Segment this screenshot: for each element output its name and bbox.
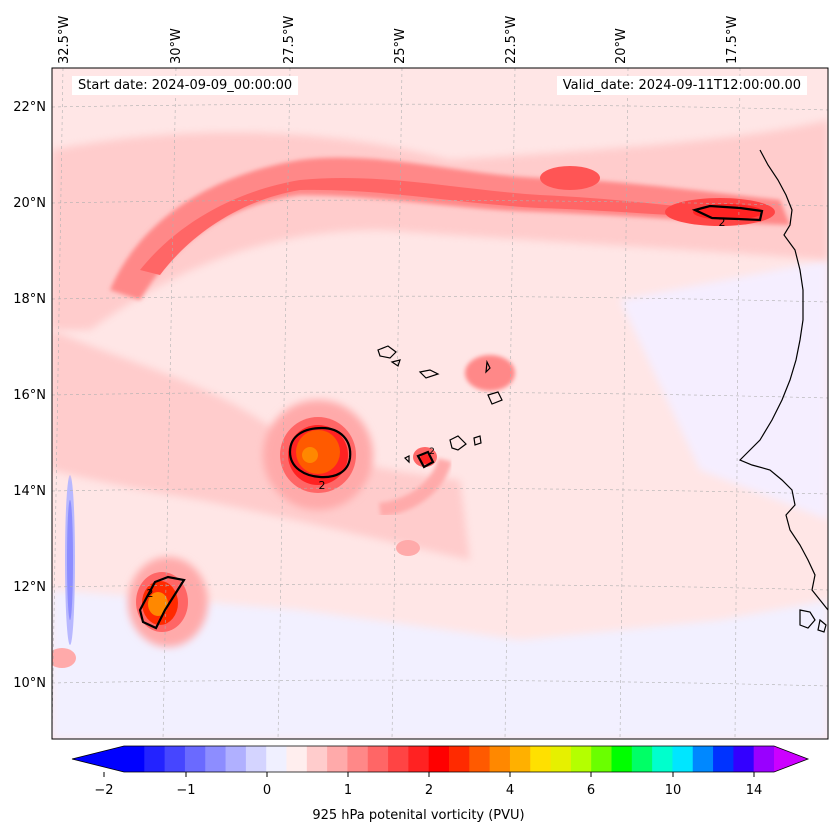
colorbar-swatch xyxy=(225,746,247,772)
colorbar-over-arrow xyxy=(774,746,808,772)
graticule xyxy=(52,68,828,739)
colorbar-under-arrow xyxy=(72,746,124,772)
colorbar-swatch xyxy=(124,746,145,772)
colorbar-swatch xyxy=(753,746,775,772)
colorbar-ticks: −2 −1 0 1 2 4 6 10 14 xyxy=(94,783,762,798)
colorbar-swatch xyxy=(611,746,633,772)
colorbar-swatch xyxy=(713,746,734,772)
colorbar-swatch xyxy=(692,746,714,772)
colorbar-swatch xyxy=(570,746,592,772)
lat-label: 14°N xyxy=(13,484,46,499)
colorbar-swatch xyxy=(591,746,613,772)
lon-label: 25°W xyxy=(393,28,408,64)
lon-label: 30°W xyxy=(169,28,184,64)
lon-label: 32.5°W xyxy=(57,16,72,64)
colorbar-swatch xyxy=(733,746,755,772)
colorbar-tick-label: −1 xyxy=(176,783,195,798)
colorbar-tick-marks xyxy=(103,772,755,777)
colorbar-tick-label: 14 xyxy=(746,783,763,798)
colorbar-swatch xyxy=(144,746,166,772)
colorbar-outline xyxy=(71,745,810,773)
colorbar-swatch xyxy=(489,746,511,772)
contour-label: 2 xyxy=(147,587,154,600)
colorbar-swatch xyxy=(469,746,491,772)
lat-label: 20°N xyxy=(13,196,46,211)
colorbar-swatch xyxy=(530,746,552,772)
colorbar xyxy=(71,745,810,773)
colorbar-swatch xyxy=(245,746,267,772)
colorbar-tick-label: 10 xyxy=(665,783,682,798)
lon-label: 22.5°W xyxy=(504,16,519,64)
lat-label: 12°N xyxy=(13,580,46,595)
colorbar-swatch xyxy=(164,746,186,772)
colorbar-label: 925 hPa potenital vorticity (PVU) xyxy=(312,808,525,823)
contour-2pvu xyxy=(138,204,764,630)
colorbar-swatch xyxy=(631,746,653,772)
colorbar-swatch xyxy=(367,746,389,772)
lon-label: 27.5°W xyxy=(282,16,297,64)
start-date-label: Start date: 2024-09-09_00:00:00 xyxy=(72,76,299,95)
colorbar-tick-label: −2 xyxy=(94,783,113,798)
lat-label: 10°N xyxy=(13,676,46,691)
colorbar-swatch xyxy=(205,746,227,772)
coastline xyxy=(377,149,828,633)
colorbar-swatch xyxy=(652,746,674,772)
colorbar-swatch xyxy=(286,746,308,772)
colorbar-tick-label: 1 xyxy=(344,783,352,798)
contour-label: 2 xyxy=(719,216,726,229)
pv-field xyxy=(52,68,828,739)
lat-label: 22°N xyxy=(13,100,46,115)
contour-label: 2 xyxy=(319,479,326,492)
colorbar-swatch xyxy=(408,746,430,772)
colorbar-tick-label: 4 xyxy=(506,783,514,798)
colorbar-swatch xyxy=(509,746,531,772)
colorbar-swatch xyxy=(347,746,369,772)
contour-label: 2 xyxy=(429,447,435,457)
colorbar-swatch xyxy=(428,746,450,772)
colorbar-swatch xyxy=(306,746,328,772)
valid-date-label: Valid_date: 2024-09-11T12:00:00.00 xyxy=(556,76,807,95)
colorbar-swatch xyxy=(184,746,206,772)
colorbar-tick-label: 6 xyxy=(587,783,595,798)
colorbar-swatch xyxy=(266,746,288,772)
colorbar-tick-label: 2 xyxy=(425,783,433,798)
colorbar-swatch xyxy=(550,746,572,772)
lon-label: 17.5°W xyxy=(725,16,740,64)
colorbar-swatch xyxy=(388,746,409,772)
colorbar-swatch xyxy=(327,746,349,772)
map-frame xyxy=(51,67,829,740)
lon-label: 20°W xyxy=(614,28,629,64)
lat-label: 16°N xyxy=(13,388,46,403)
longitude-labels: 32.5°W 30°W 27.5°W 25°W 22.5°W 20°W 17.5… xyxy=(57,16,740,64)
lat-label: 18°N xyxy=(13,292,46,307)
colorbar-tick-label: 0 xyxy=(263,783,271,798)
colorbar-swatch xyxy=(449,746,470,772)
colorbar-swatch xyxy=(672,746,694,772)
latitude-labels: 22°N 20°N 18°N 16°N 14°N 12°N 10°N xyxy=(13,100,46,691)
